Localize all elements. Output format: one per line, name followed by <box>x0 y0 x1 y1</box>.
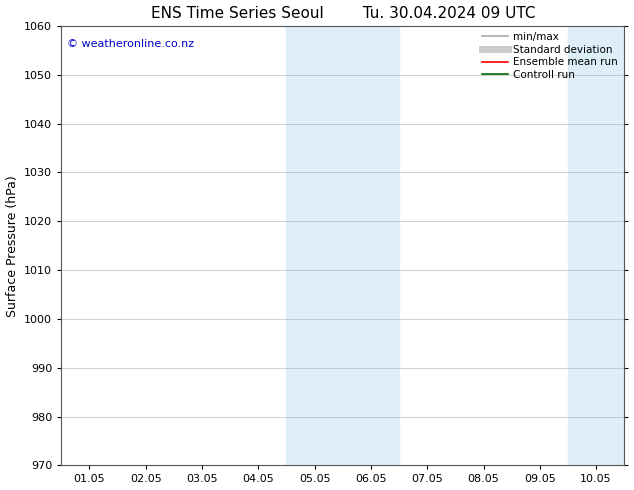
Bar <box>568 26 624 466</box>
Text: © weatheronline.co.nz: © weatheronline.co.nz <box>67 39 194 49</box>
Y-axis label: Surface Pressure (hPa): Surface Pressure (hPa) <box>6 175 18 317</box>
Legend: min/max, Standard deviation, Ensemble mean run, Controll run: min/max, Standard deviation, Ensemble me… <box>478 28 622 84</box>
Title: ENS Time Series Seoul        Tu. 30.04.2024 09 UTC: ENS Time Series Seoul Tu. 30.04.2024 09 … <box>150 5 535 21</box>
Bar <box>287 26 399 466</box>
